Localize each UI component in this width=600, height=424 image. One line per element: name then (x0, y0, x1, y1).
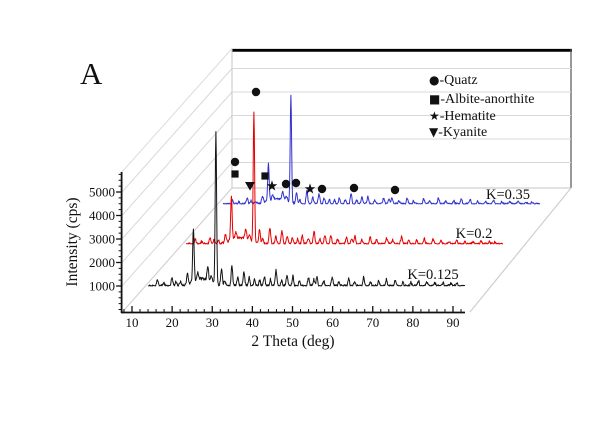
legend: ●-Quatz ■-Albite-anorthite ★-Hematite ▼-… (429, 73, 534, 140)
labels: A 2 Theta (deg) Intensity (cps) K=0.125 … (64, 56, 530, 350)
x-tick-label: 60 (326, 315, 339, 330)
curve-label-k02: K=0.2 (456, 226, 493, 242)
circle-marker-quatz (230, 157, 240, 167)
quatz-circle-icon: ● (429, 73, 439, 87)
right-floor-edge (469, 187, 572, 313)
legend-item-label: -Albite-anorthite (440, 92, 534, 107)
peak-markers (230, 87, 400, 195)
x-tick-label: 10 (126, 315, 139, 330)
wall-grid-line (121, 162, 233, 287)
panel-letter-label: A (80, 56, 103, 91)
star-marker-hematite (266, 180, 278, 191)
axis-ticks (116, 173, 462, 313)
wall-bottom-edge (121, 187, 233, 313)
legend-item-albite-anorthite: ■-Albite-anorthite (429, 92, 534, 107)
circle-marker-quatz (251, 87, 261, 97)
back-panel (231, 48, 572, 313)
legend-item-quatz: ●-Quatz (429, 73, 478, 88)
circle-marker-quatz (291, 178, 301, 188)
x-tick-label: 50 (286, 315, 299, 330)
y-tick-label: 2000 (89, 255, 115, 270)
wall-grid-line (121, 138, 233, 263)
y-tick-label: 5000 (89, 185, 115, 200)
curve-label-k035: K=0.35 (486, 187, 530, 203)
y-tick-label: 3000 (89, 232, 115, 247)
circle-marker-quatz (317, 184, 327, 194)
albite-square-icon: ■ (429, 92, 440, 106)
wall-top-edge (121, 48, 233, 173)
x-tick-label: 30 (206, 315, 219, 330)
x-tick-label: 40 (246, 315, 259, 330)
legend-item-label: -Kyanite (438, 125, 487, 140)
legend-item-label: -Hematite (440, 109, 496, 124)
axes: 10 20 30 40 50 60 70 80 90 5000 4000 300… (89, 172, 465, 330)
y-tick-label: 1000 (89, 279, 115, 294)
legend-item-label: -Quatz (439, 73, 477, 88)
square-marker-albite-anorthite (231, 170, 239, 178)
left-wall-grid (121, 48, 233, 313)
kyanite-triangle-icon: ▼ (429, 125, 439, 139)
xrd-curve-k-0.35 (222, 94, 541, 205)
wall-grid-line (121, 115, 233, 240)
xrd-curves (147, 94, 541, 287)
curve-label-k0125: K=0.125 (407, 267, 458, 283)
x-axis-title: 2 Theta (deg) (251, 333, 334, 350)
x-tick-label: 20 (166, 315, 179, 330)
circle-marker-quatz (281, 179, 291, 189)
wall-grid-line (121, 68, 233, 193)
circle-marker-quatz (349, 183, 359, 193)
x-tick-label: 90 (447, 315, 460, 330)
triangle-down-marker-kyanite (245, 182, 255, 191)
legend-item-kyanite: ▼-Kyanite (429, 125, 487, 140)
x-tick-label: 80 (406, 315, 419, 330)
y-tick-label: 4000 (89, 208, 115, 223)
star-marker-hematite (304, 183, 316, 194)
hematite-star-icon: ★ (429, 109, 440, 123)
legend-item-hematite: ★-Hematite (429, 109, 496, 124)
wall-grid-line (121, 91, 233, 216)
x-tick-label: 70 (366, 315, 379, 330)
square-marker-albite-anorthite (261, 172, 269, 180)
xrd-curve-k-0.2 (185, 111, 504, 245)
xrd-curve-k-0.125 (147, 131, 466, 287)
y-axis-title: Intensity (cps) (64, 197, 81, 286)
circle-marker-quatz (390, 185, 400, 195)
